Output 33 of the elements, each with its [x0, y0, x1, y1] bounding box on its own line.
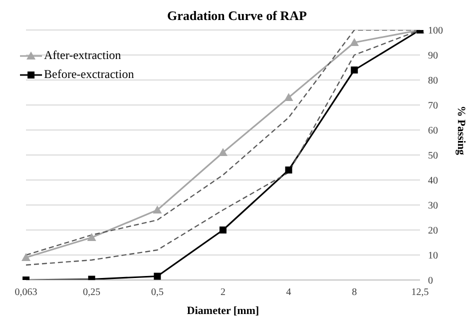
y-tick-label: 40 [428, 176, 438, 187]
point [350, 38, 359, 46]
y-tick-label: 70 [428, 100, 438, 112]
x-tick-label: 12,5 [411, 287, 429, 298]
x-tick-label: 0,25 [82, 287, 100, 298]
y-tick-label: 20 [428, 226, 438, 237]
point [152, 206, 162, 214]
y-tick-label: 0 [428, 276, 433, 287]
point [87, 233, 96, 241]
chart-title: Gradation Curve of RAP [166, 8, 308, 25]
y-tick-label: 100 [428, 26, 443, 37]
point [218, 148, 228, 156]
point [154, 272, 161, 280]
x-tick-label: 0,063 [14, 287, 38, 298]
x-axis-title: Diameter [mm] [186, 305, 260, 317]
x-tick-label: 0,5 [151, 287, 164, 298]
point [284, 93, 294, 101]
y-tick-label: 60 [428, 126, 438, 137]
point [22, 253, 30, 261]
y-tick-label: 30 [428, 200, 438, 212]
point [350, 66, 358, 74]
y-axis-title: % Passing [455, 106, 468, 156]
x-tick-label: 2 [220, 287, 226, 298]
y-tick-label: 50 [428, 150, 438, 162]
legend-label: Before-exctraction [44, 67, 134, 82]
x-tick-label: 8 [352, 287, 357, 298]
point [220, 226, 226, 234]
y-tick-label: 80 [428, 76, 438, 87]
legend-label: After-extraction [44, 48, 122, 63]
x-tick-label: 4 [286, 287, 292, 298]
point [285, 166, 292, 174]
y-tick-label: 90 [428, 50, 438, 62]
y-tick-label: 10 [428, 250, 438, 262]
